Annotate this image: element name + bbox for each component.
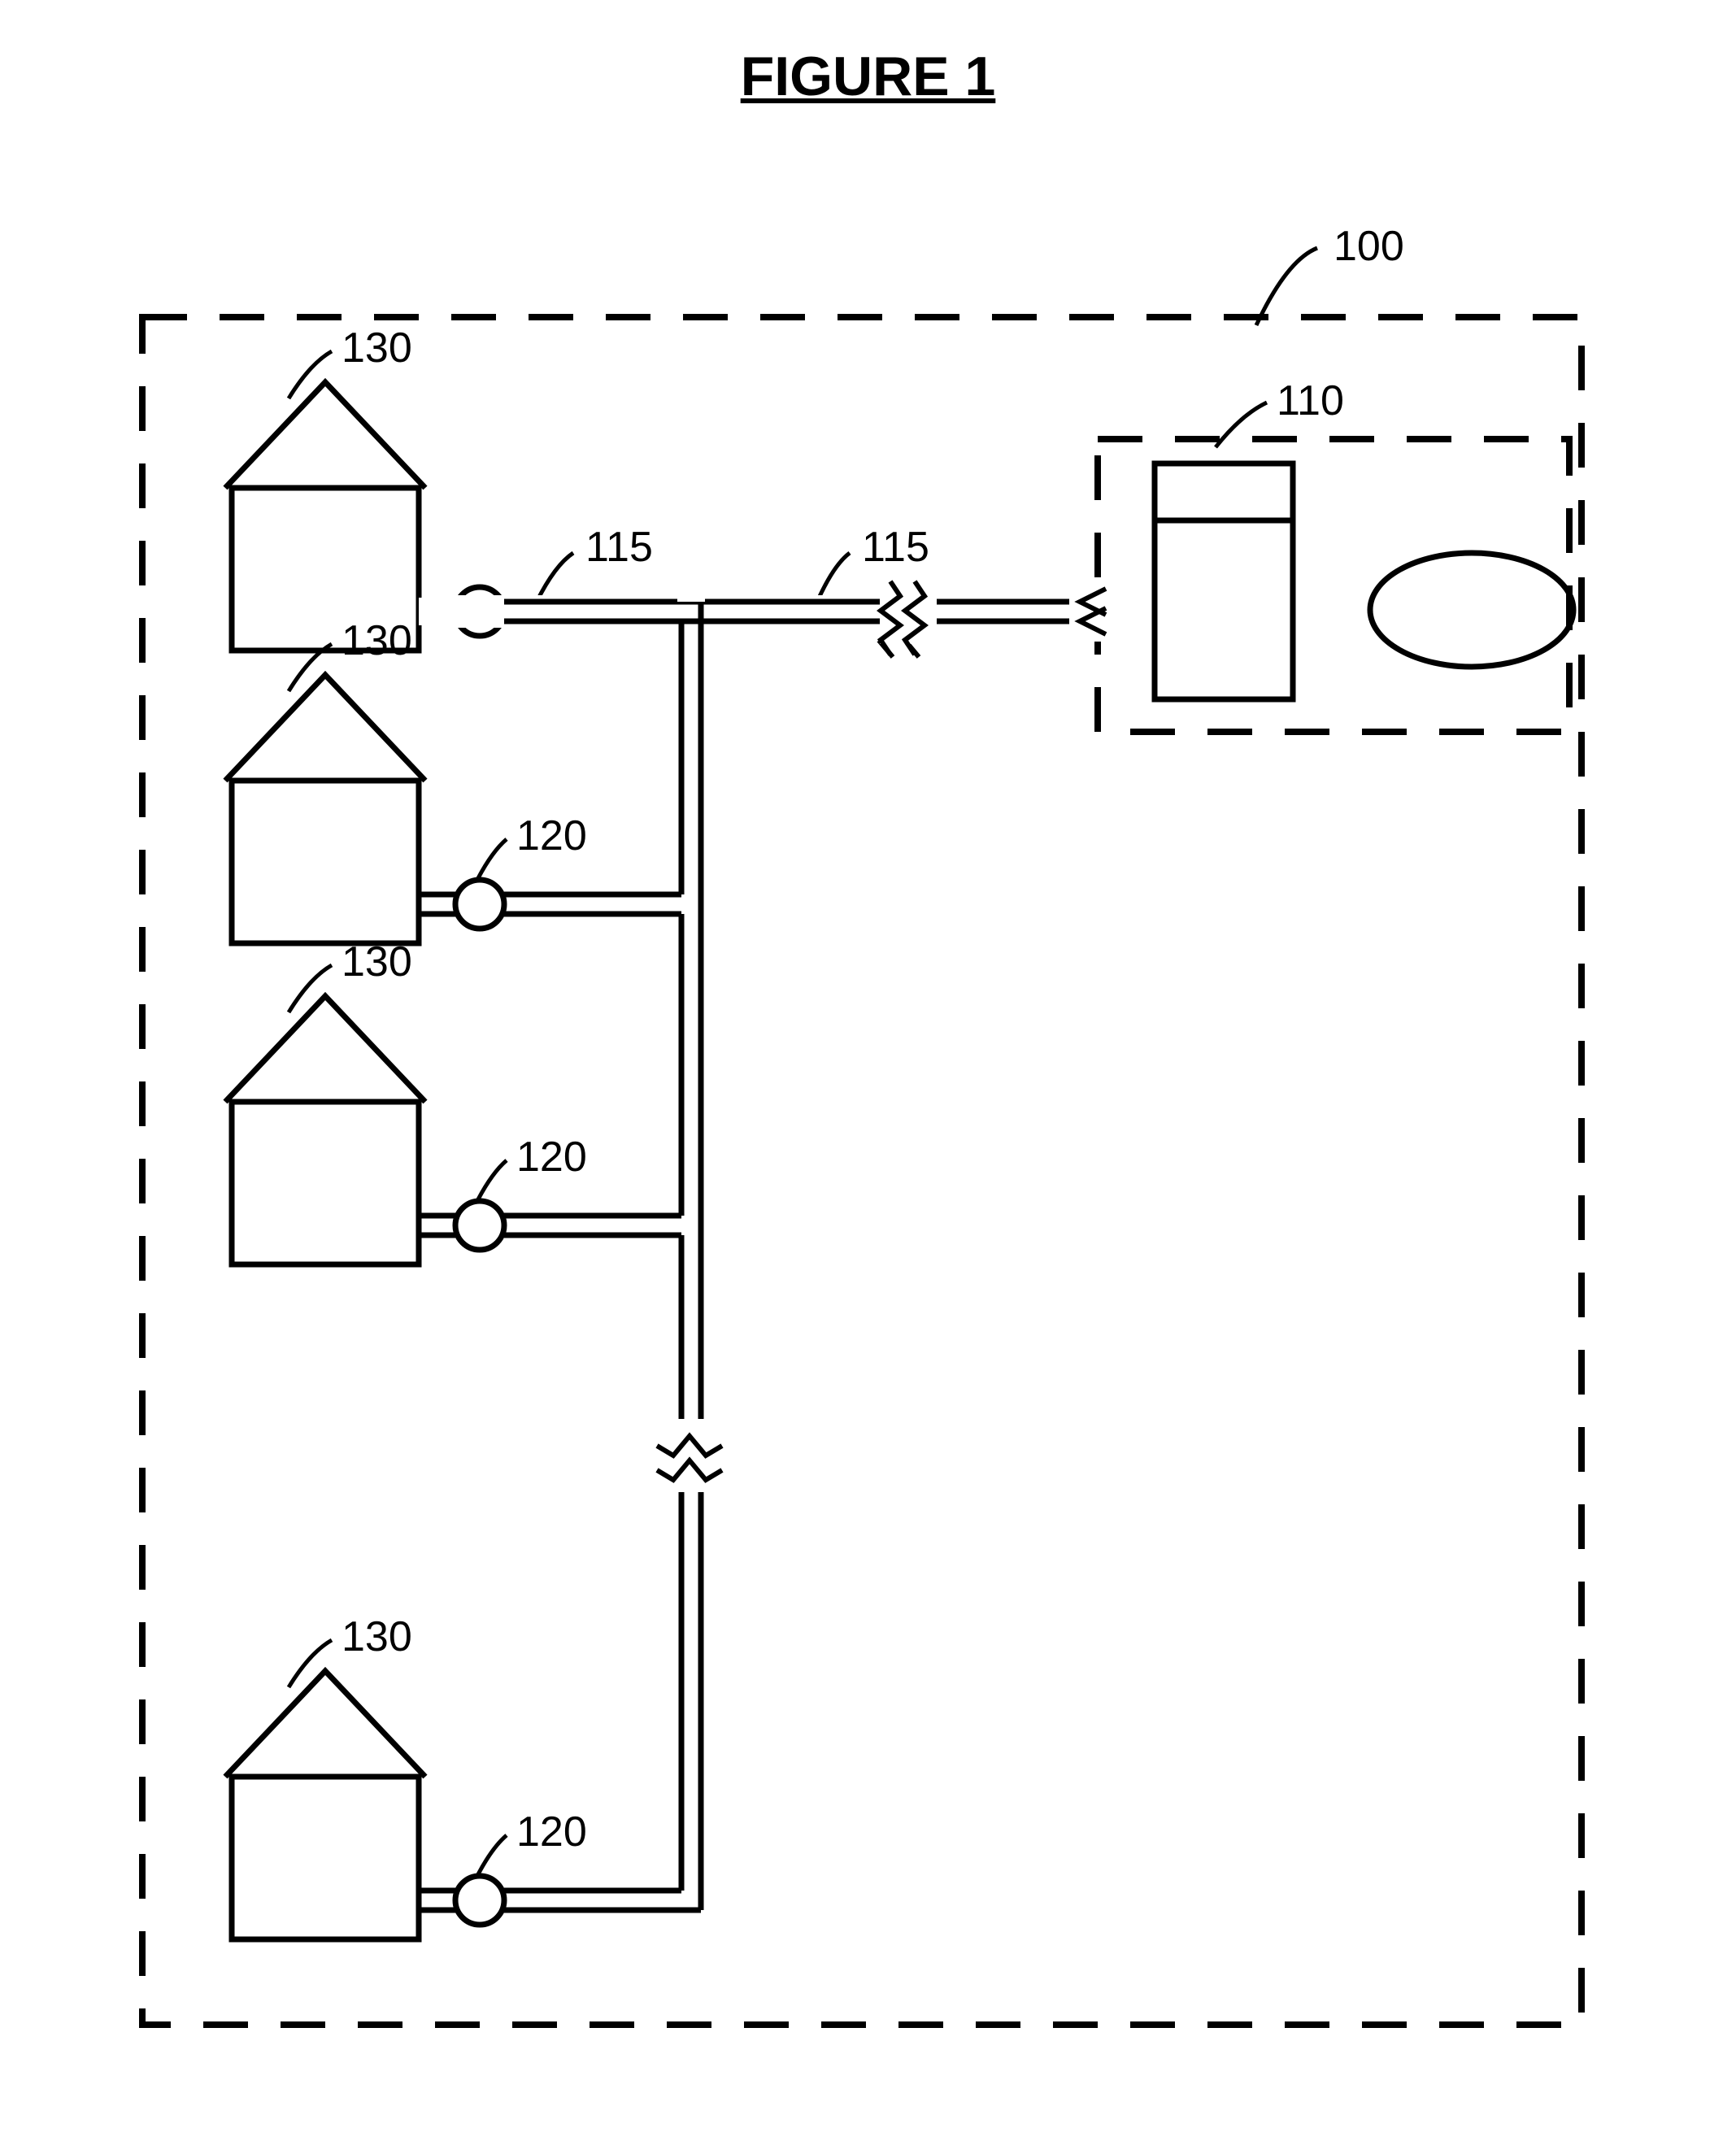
label-110: 110 (1277, 377, 1344, 424)
house-3-body (232, 1102, 419, 1264)
leader-120-4 (478, 1835, 507, 1874)
node-2 (455, 880, 504, 929)
label-100: 100 (1334, 223, 1404, 270)
label-120-4: 120 (516, 1808, 587, 1856)
label-115-right: 115 (862, 524, 929, 571)
house-2-roof (225, 675, 425, 781)
leader-120-3 (478, 1160, 507, 1199)
label-130-3: 130 (342, 938, 412, 986)
label-120-3: 120 (516, 1134, 587, 1181)
house-3-roof (225, 996, 425, 1102)
leader-130-1 (289, 351, 332, 398)
node-4 (455, 1876, 504, 1925)
house-1-roof (225, 382, 425, 488)
system-diagram: 100 110 115 115 130 130 120 130 120 130 120 (0, 0, 1736, 2141)
headend-boundary (1098, 439, 1569, 732)
headend-oval (1370, 553, 1573, 667)
leader-100 (1256, 248, 1317, 325)
headend-device (1155, 463, 1293, 699)
leader-130-3 (289, 965, 332, 1012)
label-115-left: 115 (585, 524, 653, 571)
label-130-1: 130 (342, 324, 412, 372)
system-boundary (142, 317, 1582, 2025)
label-120-2: 120 (516, 812, 587, 859)
label-130-4: 130 (342, 1613, 412, 1660)
node-3 (455, 1201, 504, 1250)
house-2-body (232, 781, 419, 943)
leader-115-left (537, 553, 573, 602)
leader-115-right (817, 553, 850, 602)
label-130-2: 130 (342, 617, 412, 664)
house-4-body (232, 1777, 419, 1939)
house-4-roof (225, 1671, 425, 1777)
leader-120-2 (478, 839, 507, 878)
leader-130-4 (289, 1640, 332, 1687)
